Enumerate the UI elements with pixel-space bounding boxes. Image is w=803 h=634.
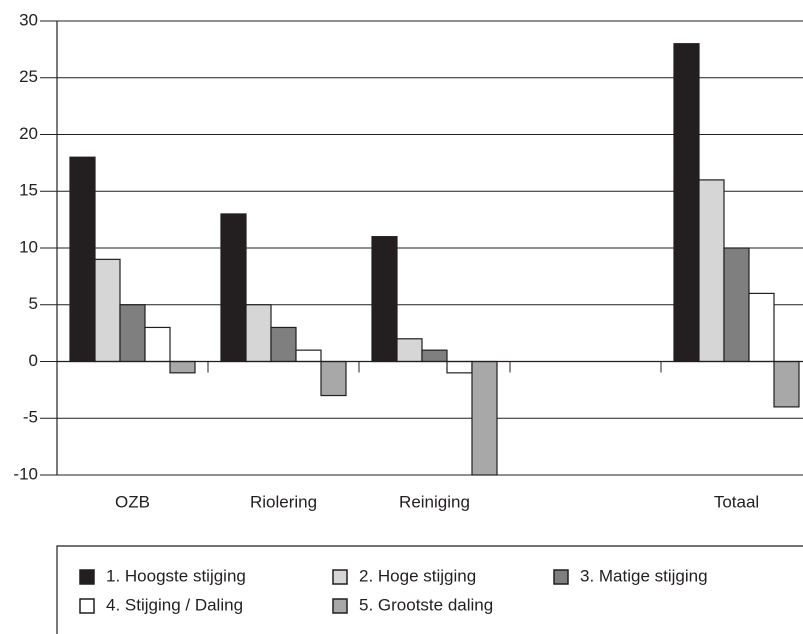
- y-tick-label: 10: [19, 237, 38, 256]
- y-tick-label: 0: [29, 351, 38, 370]
- y-tick-label: 5: [29, 294, 38, 313]
- bar: [773, 360, 800, 408]
- y-tick-label: -5: [23, 408, 38, 427]
- y-tick-label: 30: [19, 10, 38, 29]
- bar: [446, 360, 473, 374]
- legend-label: 3. Matige stijging: [580, 566, 708, 585]
- bar: [673, 43, 700, 363]
- x-tick-label: Riolering: [250, 492, 317, 511]
- bar: [698, 179, 725, 363]
- bar: [220, 213, 247, 363]
- bar: [320, 360, 347, 397]
- legend-swatch: [332, 569, 348, 585]
- y-tick-label: -10: [13, 464, 38, 483]
- x-tick-label: Reiniging: [399, 492, 470, 511]
- bar: [119, 304, 146, 363]
- bar: [371, 236, 398, 363]
- bar: [421, 349, 448, 363]
- bar: [723, 247, 750, 363]
- y-tick-label: 20: [19, 124, 38, 143]
- legend-box: [56, 545, 803, 634]
- legend-label: 2. Hoge stijging: [359, 566, 476, 585]
- y-tick-label: 15: [19, 181, 38, 200]
- bar: [94, 258, 121, 363]
- y-tick-label: 25: [19, 67, 38, 86]
- bar: [471, 360, 498, 476]
- bar: [295, 349, 322, 363]
- legend-swatch: [79, 598, 95, 614]
- legend-label: 4. Stijging / Daling: [106, 595, 243, 614]
- legend-swatch: [553, 569, 569, 585]
- bar: [270, 326, 297, 363]
- bar: [69, 156, 96, 363]
- legend-swatch: [79, 569, 95, 585]
- bar: [396, 338, 423, 363]
- bar: [748, 292, 775, 363]
- bar: [245, 304, 272, 363]
- legend-swatch: [332, 598, 348, 614]
- x-tick-label: OZB: [115, 492, 150, 511]
- legend-label: 1. Hoogste stijging: [106, 566, 246, 585]
- x-tick-label: Totaal: [714, 492, 759, 511]
- legend-label: 5. Grootste daling: [359, 595, 493, 614]
- bar: [169, 360, 196, 374]
- bar: [144, 326, 171, 363]
